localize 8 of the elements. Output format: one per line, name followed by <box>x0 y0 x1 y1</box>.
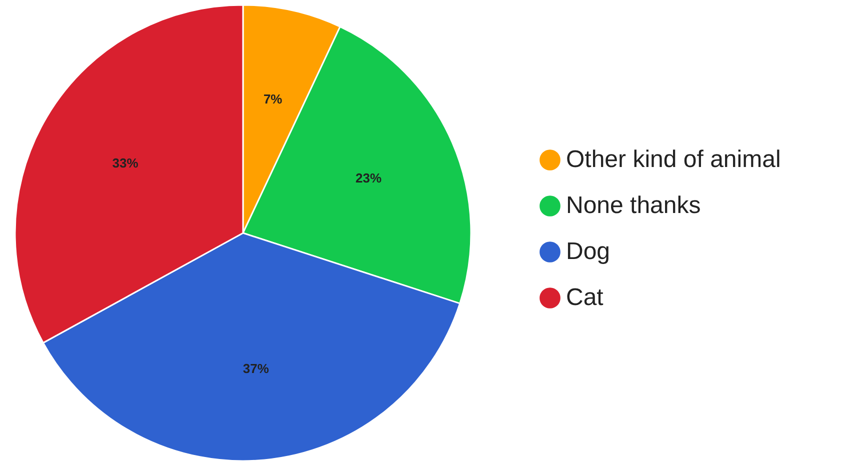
legend-label: None thanks <box>566 192 701 219</box>
legend-label: Other kind of animal <box>566 146 781 173</box>
legend-label: Cat <box>566 284 604 311</box>
data-label: 37% <box>242 361 270 376</box>
legend-label: Dog <box>566 238 610 265</box>
data-label: 23% <box>356 170 382 186</box>
data-label: 7% <box>263 91 283 106</box>
data-label: 33% <box>112 155 139 170</box>
